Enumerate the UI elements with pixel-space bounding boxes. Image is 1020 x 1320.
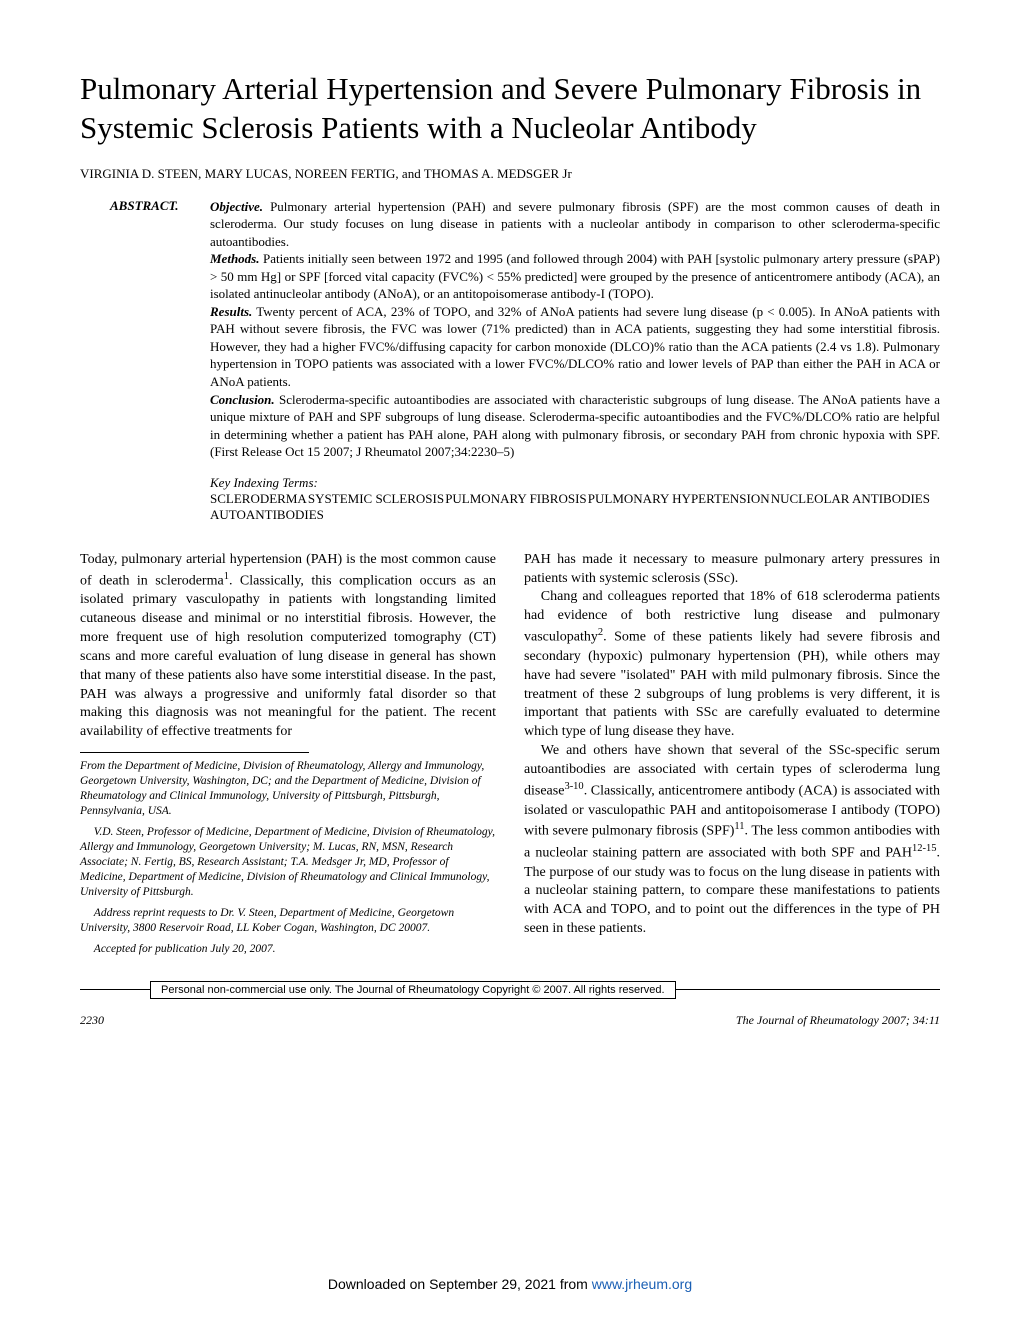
affiliation-text: Accepted for publication July 20, 2007.	[80, 942, 496, 957]
body-columns: Today, pulmonary arterial hypertension (…	[80, 551, 940, 963]
left-column: Today, pulmonary arterial hypertension (…	[80, 551, 496, 963]
results-label: Results.	[210, 304, 252, 319]
kit-term: PULMONARY HYPERTENSION	[588, 491, 770, 507]
body-paragraph: PAH has made it necessary to measure pul…	[524, 551, 940, 589]
key-indexing-terms: Key Indexing Terms: SCLERODERMA SYSTEMIC…	[80, 475, 940, 523]
body-paragraph: Chang and colleagues reported that 18% o…	[524, 588, 940, 742]
methods-label: Methods.	[210, 251, 259, 266]
conclusion-text: Scleroderma-specific autoantibodies are …	[210, 392, 940, 460]
body-paragraph: We and others have shown that several of…	[524, 742, 940, 939]
results-text: Twenty percent of ACA, 23% of TOPO, and …	[210, 304, 940, 389]
abstract-label: ABSTRACT.	[110, 198, 210, 461]
affiliation-text: V.D. Steen, Professor of Medicine, Depar…	[80, 825, 496, 900]
citation: 12-15	[912, 843, 937, 854]
download-note: Downloaded on September 29, 2021 from ww…	[0, 1276, 1020, 1292]
abstract-block: ABSTRACT. Objective. Pulmonary arterial …	[80, 198, 940, 461]
objective-label: Objective.	[210, 199, 263, 214]
kit-term: AUTOANTIBODIES	[210, 507, 324, 523]
page-footer: 2230 The Journal of Rheumatology 2007; 3…	[80, 1013, 940, 1028]
affiliation-block: From the Department of Medicine, Divisio…	[80, 759, 496, 956]
kit-term: PULMONARY FIBROSIS	[445, 491, 586, 507]
kit-term: SCLERODERMA	[210, 491, 307, 507]
objective-text: Pulmonary arterial hypertension (PAH) an…	[210, 199, 940, 249]
affiliation-rule	[80, 752, 309, 753]
journal-citation: The Journal of Rheumatology 2007; 34:11	[736, 1013, 940, 1028]
kit-term: SYSTEMIC SCLEROSIS	[308, 491, 444, 507]
authors-line: VIRGINIA D. STEEN, MARY LUCAS, NOREEN FE…	[80, 166, 940, 182]
kit-label: Key Indexing Terms:	[210, 475, 940, 491]
abstract-body: Objective. Pulmonary arterial hypertensi…	[210, 198, 940, 461]
kit-term: NUCLEOLAR ANTIBODIES	[771, 491, 930, 507]
right-column: PAH has made it necessary to measure pul…	[524, 551, 940, 963]
source-link[interactable]: www.jrheum.org	[592, 1276, 692, 1292]
page-number: 2230	[80, 1013, 104, 1028]
conclusion-label: Conclusion.	[210, 392, 275, 407]
affiliation-text: Address reprint requests to Dr. V. Steen…	[80, 906, 496, 936]
body-paragraph: Today, pulmonary arterial hypertension (…	[80, 551, 496, 743]
citation: 11	[734, 821, 744, 832]
methods-text: Patients initially seen between 1972 and…	[210, 251, 940, 301]
affiliation-text: From the Department of Medicine, Divisio…	[80, 759, 496, 819]
citation: 3-10	[564, 781, 583, 792]
copyright-text: Personal non-commercial use only. The Jo…	[150, 981, 676, 999]
copyright-bar: Personal non-commercial use only. The Jo…	[80, 981, 940, 999]
article-title: Pulmonary Arterial Hypertension and Seve…	[80, 70, 940, 148]
